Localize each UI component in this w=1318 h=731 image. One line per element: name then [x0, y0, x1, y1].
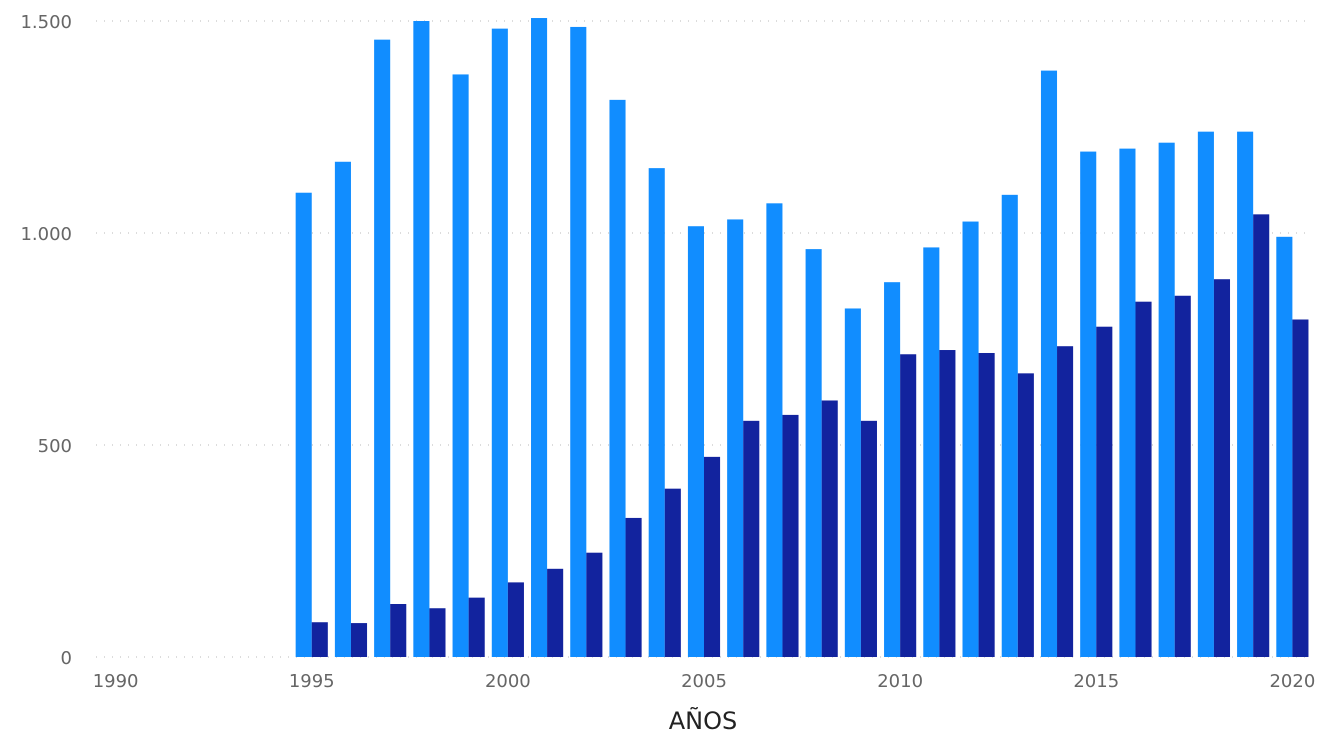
x-tick-label: 2005 — [681, 671, 727, 692]
bar-series-2 — [900, 354, 917, 657]
bar-series-2 — [625, 517, 642, 657]
x-tick-label: 2010 — [877, 671, 923, 692]
y-tick-label: 1.000 — [20, 224, 72, 245]
bar-series-1 — [1197, 131, 1214, 657]
bar-series-1 — [648, 168, 665, 658]
bar-series-2 — [507, 582, 524, 657]
bar-series-1 — [1001, 194, 1018, 657]
bar-series-2 — [664, 488, 681, 657]
x-tick-label: 2020 — [1269, 671, 1315, 692]
bar-series-1 — [531, 18, 548, 658]
bar-series-1 — [334, 161, 351, 657]
x-tick-label: 1990 — [93, 671, 139, 692]
bar-series-2 — [1096, 326, 1113, 657]
bar-series-2 — [429, 608, 446, 657]
bar-series-1 — [923, 247, 940, 657]
bar-series-1 — [452, 74, 469, 657]
bar-series-1 — [413, 21, 430, 657]
y-axis-ticks: 0 500 1.000 1.500 — [20, 12, 72, 669]
bar-series-1 — [374, 39, 391, 657]
y-tick-label: 0 — [61, 648, 72, 669]
bars — [295, 18, 1309, 658]
bar-series-2 — [704, 456, 721, 657]
bar-series-1 — [1237, 131, 1254, 657]
bar-series-1 — [766, 203, 783, 657]
bar-series-2 — [1017, 373, 1034, 657]
bar-series-2 — [860, 420, 877, 657]
bar-series-1 — [962, 221, 979, 657]
bar-series-2 — [939, 350, 956, 657]
bar-series-1 — [1158, 142, 1175, 658]
bar-series-2 — [1213, 279, 1231, 657]
x-tick-label: 2000 — [485, 671, 531, 692]
bar-series-2 — [350, 623, 368, 657]
bar-series-1 — [295, 192, 312, 657]
bar-series-1 — [1276, 236, 1293, 658]
bar-series-1 — [727, 219, 744, 657]
bar-series-2 — [978, 352, 995, 657]
x-axis-ticks: 1990 1995 2000 2005 2010 2015 2020 — [93, 671, 1316, 692]
y-tick-label: 500 — [38, 436, 72, 457]
bar-series-2 — [1174, 295, 1191, 657]
bar-series-1 — [570, 26, 587, 658]
bar-series-1 — [1119, 148, 1136, 657]
bar-series-2 — [743, 420, 760, 657]
bar-series-1 — [1080, 151, 1097, 658]
bar-series-1 — [1040, 70, 1058, 657]
bar-series-2 — [782, 414, 799, 657]
bar-series-2 — [311, 622, 328, 657]
bar-series-1 — [805, 249, 822, 657]
bar-series-1 — [687, 226, 704, 657]
bar-series-1 — [844, 308, 861, 657]
bar-series-2 — [1057, 346, 1074, 657]
bar-series-2 — [1135, 301, 1152, 657]
x-tick-label: 2015 — [1073, 671, 1119, 692]
x-tick-label: 1995 — [289, 671, 335, 692]
bar-series-1 — [609, 99, 626, 657]
bar-series-2 — [547, 568, 564, 657]
bar-series-2 — [390, 604, 407, 657]
bar-series-2 — [1292, 319, 1309, 657]
bar-series-2 — [821, 400, 838, 657]
bar-series-2 — [1253, 214, 1270, 657]
bar-series-1 — [491, 28, 508, 657]
bar-series-2 — [586, 552, 603, 657]
x-axis-title: AÑOS — [669, 705, 738, 731]
bar-series-1 — [884, 282, 901, 657]
y-tick-label: 1.500 — [20, 12, 72, 33]
bar-series-2 — [468, 597, 485, 657]
